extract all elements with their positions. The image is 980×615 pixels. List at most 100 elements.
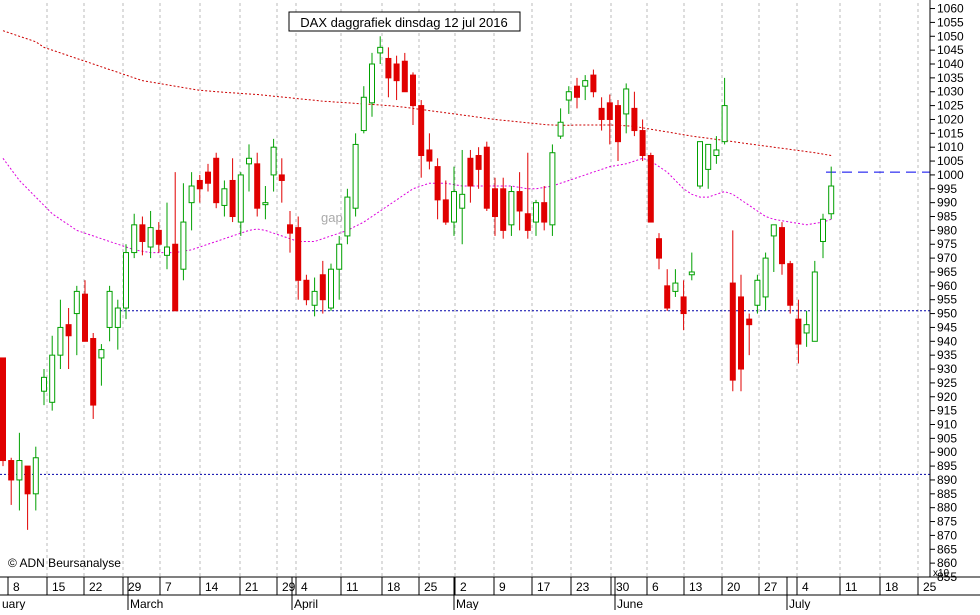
candle — [131, 213, 138, 259]
candle — [24, 465, 31, 530]
candle-body — [623, 88, 630, 115]
candle — [90, 332, 97, 419]
candle-body — [574, 85, 580, 98]
y-tick-label: 1015 — [937, 126, 964, 140]
candle-body — [254, 163, 261, 209]
x-tick-label: 14 — [205, 580, 219, 594]
candle — [442, 180, 449, 225]
candle — [65, 308, 72, 370]
y-tick-label: 915 — [937, 404, 957, 418]
month-label: July — [789, 597, 810, 610]
candle-body — [664, 285, 671, 309]
candle — [418, 100, 425, 178]
candle-body — [590, 74, 597, 93]
x-tick-label: 17 — [537, 580, 551, 594]
x-tick-label: 29 — [128, 580, 142, 594]
candle-body — [705, 143, 712, 170]
x-tick-label: 25 — [923, 580, 937, 594]
candle-body — [360, 96, 367, 132]
candle-body — [426, 149, 433, 162]
candle — [311, 277, 318, 317]
candle-body — [73, 290, 80, 315]
candle-body — [582, 80, 589, 87]
candle — [205, 163, 211, 192]
y-tick-label: 880 — [937, 501, 957, 515]
y-tick-label: 895 — [937, 459, 957, 473]
x-tick-label: 21 — [245, 580, 259, 594]
candle — [0, 357, 6, 467]
candle-body — [762, 257, 769, 298]
x-tick-label: 27 — [764, 580, 778, 594]
candle-body — [237, 174, 244, 223]
candle-body — [65, 324, 72, 337]
x-tick-label: 11 — [845, 580, 858, 594]
x-tick-label: 25 — [424, 580, 438, 594]
candle — [762, 252, 769, 311]
candle-body — [328, 268, 334, 309]
candle — [590, 69, 597, 98]
x-tick-label: 30 — [616, 580, 630, 594]
candle-body — [147, 227, 154, 248]
y-tick-label: 980 — [937, 223, 957, 237]
candle — [155, 222, 162, 253]
candle — [229, 158, 236, 223]
x-tick-label: 13 — [689, 580, 703, 594]
candles-layer — [0, 36, 835, 530]
candle-body — [541, 202, 548, 223]
x-tick-label: 8 — [13, 580, 20, 594]
candle-body — [565, 91, 572, 101]
candle-body — [319, 274, 326, 301]
y-tick-label: 860 — [937, 556, 957, 570]
candle — [631, 91, 638, 137]
candle-body — [557, 121, 564, 137]
candle — [303, 274, 310, 306]
candle — [328, 263, 334, 311]
candle — [639, 119, 646, 162]
candle — [73, 285, 80, 356]
y-tick-label: 875 — [937, 515, 957, 529]
candle-body — [533, 202, 539, 223]
candle-body — [483, 146, 490, 209]
candle-body — [270, 146, 277, 176]
candle-body — [639, 130, 646, 157]
month-label: May — [456, 597, 479, 610]
candle-body — [90, 338, 97, 406]
candle-body — [754, 279, 761, 306]
candle-body — [98, 349, 105, 359]
y-tick-label: 1005 — [937, 154, 964, 168]
candle-body — [697, 141, 703, 187]
candle-body — [41, 376, 47, 392]
candle-body — [451, 191, 457, 223]
copyright-label: © ADN Beursanalyse — [8, 556, 121, 570]
candle — [533, 199, 539, 236]
candle — [606, 94, 613, 145]
candle — [32, 446, 39, 511]
candle — [393, 55, 400, 101]
candle — [713, 136, 720, 164]
candle-body — [787, 263, 794, 306]
candle-body — [8, 460, 15, 481]
y-tick-label: 925 — [937, 376, 957, 390]
candle-body — [492, 188, 498, 218]
gap-annotation: gap — [321, 210, 343, 225]
candle-body — [410, 74, 416, 107]
candle — [352, 133, 359, 217]
candle — [615, 100, 621, 162]
x-tick-label: 20 — [727, 580, 741, 594]
x-tick-label: 23 — [576, 580, 590, 594]
x-tick-label: 9 — [499, 580, 506, 594]
candle-body — [475, 155, 482, 170]
candle-body — [196, 179, 203, 190]
y-tick-label: 960 — [937, 279, 957, 293]
candle — [582, 75, 589, 101]
candle-body — [352, 143, 359, 209]
candle — [254, 152, 261, 217]
month-label: June — [617, 597, 643, 610]
candle-body — [434, 166, 441, 201]
y-tick-label: 935 — [937, 348, 957, 362]
candle — [656, 233, 662, 270]
candle-body — [205, 171, 211, 184]
candle — [377, 36, 384, 65]
candle-body — [139, 224, 146, 242]
